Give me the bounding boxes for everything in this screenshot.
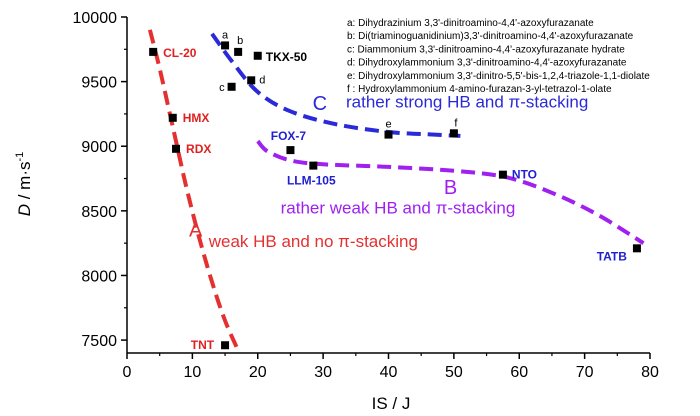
data-points: CL-20 HMX RDX TNT a b TKX-50 c d e f FOX-7 LLM-105 NT…: [149, 29, 641, 352]
y-tick-label: 8500: [81, 204, 117, 221]
x-tick-label: 20: [249, 364, 267, 381]
y-axis-title-unit: / m·s: [15, 162, 34, 205]
tick-labels: 0 10 20 30 40 50 60 70 80 7500 8000 8500 9000 9500 100…: [73, 10, 660, 381]
point-tkx-50: [253, 51, 262, 60]
point-c: [227, 82, 236, 91]
curve-b: [256, 139, 645, 245]
x-tick-label: 30: [314, 364, 332, 381]
legend-entry: c: Diammonium 3,3'-dinitroamino-4,4'-azo…: [347, 44, 625, 55]
point-e: [384, 130, 393, 139]
legend-entry: b: Di(triaminoguanidinium)3,3'-dinitroam…: [347, 31, 634, 42]
point-label-cl-20: CL-20: [163, 46, 197, 60]
trend-curves: [147, 29, 645, 352]
curve-a: [147, 29, 240, 352]
curve-letter-a: A: [189, 220, 203, 242]
y-tick-label: 8000: [81, 268, 117, 285]
point-label-b: b: [237, 35, 243, 47]
legend-entry: a: Dihydrazinium 3,3'-dinitroamino-4,4'-…: [347, 18, 594, 29]
legend-entry: d: Dihydroxylammonium 3,3'-dinitroamino-…: [347, 58, 627, 69]
point-label-tatb: TATB: [597, 249, 628, 263]
point-label-fox-7: FOX-7: [271, 129, 307, 143]
axes: [121, 16, 651, 359]
legend-entry: e: Dihydroxylammonium 3,3'-dinitro-5,5'-…: [347, 71, 650, 82]
point-label-tkx-50: TKX-50: [266, 50, 308, 64]
curve-letter-b: B: [444, 177, 457, 199]
y-tick-label: 9000: [81, 139, 117, 156]
annotation: rather strong HB and π-stacking: [346, 92, 588, 111]
point-fox-7: [286, 146, 295, 155]
point-label-f: f: [454, 117, 458, 129]
x-tick-label: 60: [510, 364, 528, 381]
y-axis-title-var: D: [15, 204, 34, 216]
point-tnt: [221, 341, 230, 350]
point-label-d: d: [259, 74, 265, 86]
curve-letter-c: C: [313, 93, 327, 115]
point-b: [234, 47, 243, 56]
annotation: rather weak HB and π-stacking: [281, 198, 516, 217]
y-tick-label: 9500: [81, 75, 117, 92]
point-label-rdx: RDX: [186, 142, 211, 156]
x-tick-label: 0: [123, 364, 132, 381]
point-label-a: a: [222, 29, 229, 41]
point-f: [449, 129, 458, 138]
x-tick-label: 70: [576, 364, 594, 381]
point-label-llm-105: LLM-105: [287, 174, 336, 188]
y-tick-label: 7500: [81, 333, 117, 350]
y-axis-title: D / m·s-1: [14, 152, 34, 217]
y-axis-title-sup: -1: [14, 152, 26, 162]
point-hmx: [168, 113, 177, 122]
point-nto: [498, 170, 507, 179]
point-label-c: c: [219, 82, 225, 94]
x-tick-label: 40: [380, 364, 398, 381]
annotation: weak HB and no π-stacking: [208, 232, 418, 251]
x-tick-label: 80: [641, 364, 659, 381]
curve-c: [210, 32, 461, 138]
point-label-e: e: [385, 119, 391, 131]
legend-entry: f : Hydroxylammonium 4-amino-furazan-3-y…: [347, 84, 612, 95]
point-llm-105: [309, 161, 318, 170]
point-cl-20: [149, 47, 158, 56]
point-label-tnt: TNT: [191, 338, 215, 352]
x-axis-title: IS / J: [372, 394, 411, 413]
point-label-hmx: HMX: [183, 111, 210, 125]
legend: a: Dihydrazinium 3,3'-dinitroamino-4,4'-…: [347, 18, 650, 95]
point-d: [247, 76, 256, 85]
x-tick-label: 10: [183, 364, 201, 381]
point-rdx: [172, 144, 181, 153]
point-tatb: [632, 244, 641, 253]
x-tick-label: 50: [445, 364, 463, 381]
annotations: A B C rather strong HB and π-stacking rather…: [189, 92, 588, 251]
point-a: [221, 41, 230, 50]
point-label-nto: NTO: [512, 168, 537, 182]
y-tick-label: 10000: [73, 10, 118, 27]
